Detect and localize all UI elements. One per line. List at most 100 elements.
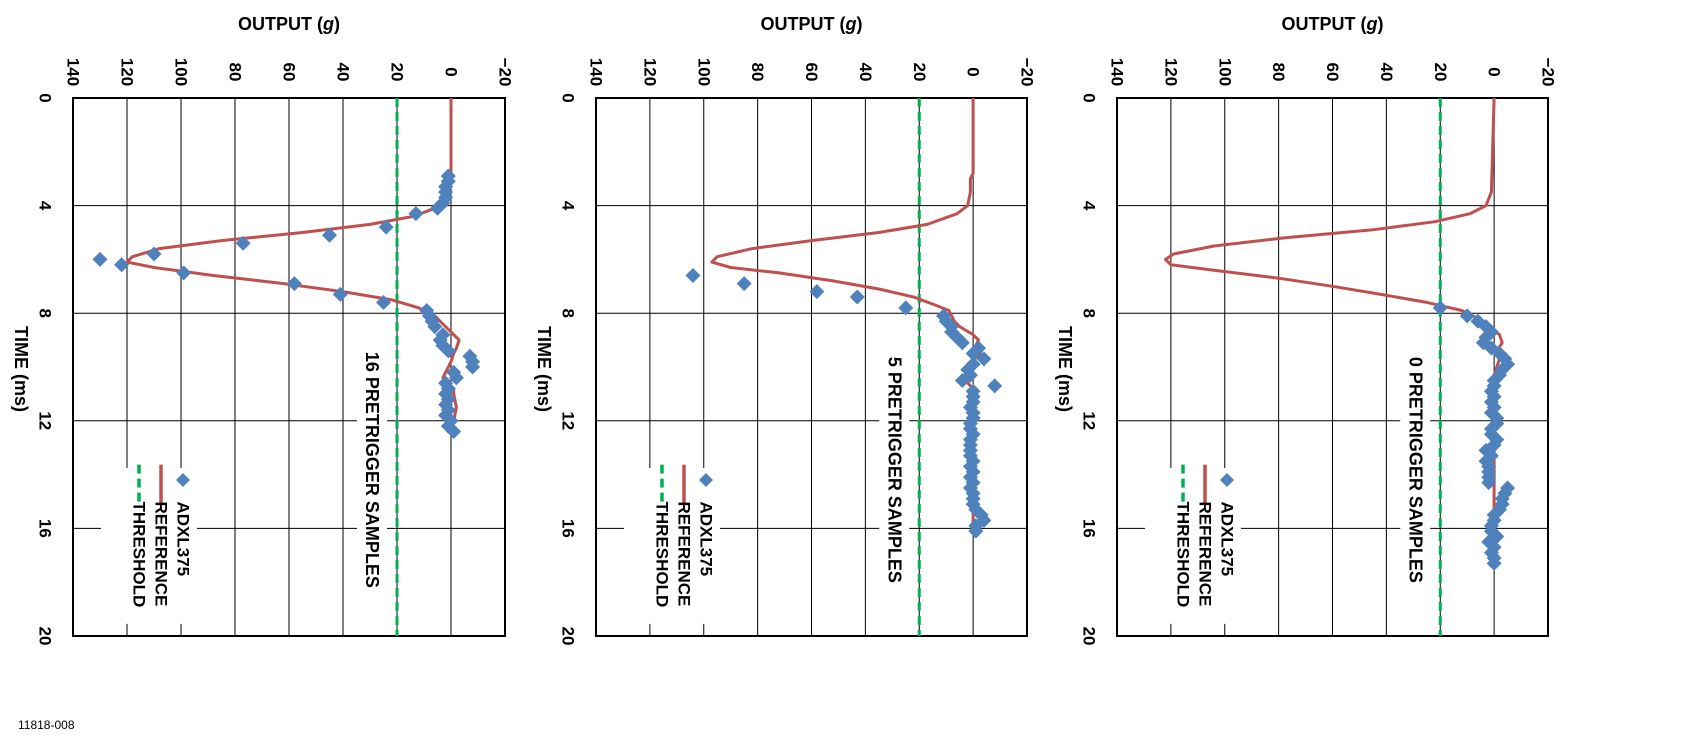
- plot-frame: [72, 97, 506, 637]
- adxl375-point: [849, 289, 865, 305]
- adxl375-point: [1459, 308, 1475, 324]
- time-tick-label: 20: [1080, 627, 1099, 646]
- adxl375-point: [376, 294, 391, 310]
- output-axis-title-close: ): [857, 14, 863, 34]
- output-axis-title-close: ): [334, 14, 340, 34]
- adxl375-point: [968, 523, 984, 539]
- adxl375-point: [1481, 475, 1497, 491]
- time-tick-label: 16: [559, 519, 578, 538]
- output-tick-label: 20: [1431, 63, 1450, 82]
- time-tick-label: 12: [36, 411, 55, 430]
- plot-frame: [1116, 97, 1549, 637]
- annotation-box: [879, 342, 910, 597]
- legend-label: THRESHOLD: [1174, 502, 1193, 608]
- legend-box: [624, 467, 720, 624]
- output-tick-label: 60: [1323, 63, 1342, 82]
- chart-panel-2: −20 0 20 40 60 80 100 120 140 0 4 8 12 16 20 OUTPUT (g)…: [534, 14, 1037, 645]
- time-tick-label: 8: [1080, 308, 1099, 317]
- legend-label: REFERENCE: [1196, 502, 1215, 607]
- time-tick-label: 8: [36, 308, 55, 317]
- time-tick-label: 4: [36, 201, 55, 211]
- output-axis-title-text: OUTPUT (: [238, 14, 323, 34]
- adxl375-point: [448, 370, 464, 386]
- legend-label: THRESHOLD: [653, 502, 672, 608]
- output-tick-label: −20: [1539, 58, 1558, 87]
- output-axis-title-unit: g: [322, 14, 334, 34]
- legend-label: ADXL375: [697, 502, 716, 577]
- adxl375-point: [430, 200, 445, 216]
- legend-adxl375-marker: [1220, 472, 1234, 487]
- time-tick-label: 12: [1080, 411, 1099, 430]
- time-tick-label: 12: [559, 411, 578, 430]
- adxl375-point: [1486, 555, 1502, 571]
- output-tick-label: 120: [1161, 58, 1180, 86]
- adxl375-point: [809, 284, 825, 300]
- adxl375-point: [378, 219, 394, 235]
- output-tick-label: 120: [640, 58, 659, 86]
- time-tick-label: 4: [1080, 201, 1099, 211]
- legend-adxl375-marker: [699, 472, 713, 487]
- adxl375-point: [146, 246, 162, 262]
- output-axis-title-close: ): [1378, 14, 1384, 34]
- adxl375-point: [427, 319, 443, 335]
- legend-box: [1145, 467, 1241, 624]
- adxl375-point: [114, 257, 130, 273]
- time-axis-title: TIME (ms): [534, 326, 554, 412]
- chart-panel-3: −20 0 20 40 60 80 100 120 140 0 4 8 12 16 20 OUTPUT (g)…: [11, 14, 515, 645]
- time-axis-title: TIME (ms): [1055, 326, 1075, 412]
- output-tick-label: 120: [118, 58, 137, 86]
- output-tick-label: 60: [280, 63, 299, 82]
- annotation-box: [1400, 342, 1431, 597]
- time-tick-label: 20: [559, 627, 578, 646]
- time-tick-label: 0: [559, 93, 578, 102]
- adxl375-point: [954, 335, 970, 351]
- pretrigger-annotation: 5 PRETRIGGER SAMPLES: [884, 357, 904, 583]
- adxl375-point: [332, 286, 348, 302]
- adxl375-point: [408, 206, 424, 222]
- adxl375-point: [976, 351, 992, 367]
- time-tick-label: 0: [36, 93, 55, 102]
- figure-id: 11818-008: [18, 718, 75, 732]
- time-tick-label: 16: [36, 519, 55, 538]
- legend-label: REFERENCE: [152, 502, 171, 607]
- output-axis-title: OUTPUT (g): [238, 14, 340, 34]
- adxl375-point: [736, 276, 752, 292]
- adxl375-point: [954, 372, 970, 388]
- adxl375-point: [440, 343, 456, 359]
- output-tick-label: 40: [1377, 63, 1396, 82]
- output-tick-label: 100: [1215, 58, 1234, 86]
- adxl375-point: [92, 251, 108, 267]
- adxl375-point: [898, 300, 914, 316]
- time-tick-label: 0: [1080, 93, 1099, 102]
- adxl375-point: [176, 265, 192, 281]
- adxl375-point: [987, 378, 1003, 394]
- output-tick-label: 100: [172, 58, 191, 86]
- output-tick-label: 60: [802, 63, 821, 82]
- time-tick-label: 8: [559, 308, 578, 317]
- legend-label: ADXL375: [1218, 502, 1237, 577]
- adxl375-point: [1432, 300, 1448, 316]
- output-tick-label: −20: [496, 58, 515, 87]
- output-tick-label: 140: [64, 58, 83, 86]
- adxl375-point: [286, 276, 302, 292]
- time-tick-label: 20: [36, 627, 55, 646]
- reference-curve: [125, 98, 461, 422]
- output-axis-title-unit: g: [1366, 14, 1378, 34]
- output-tick-label: 80: [1269, 63, 1288, 82]
- output-tick-label: 140: [587, 58, 606, 86]
- output-axis-title-unit: g: [845, 14, 857, 34]
- legend-label: THRESHOLD: [130, 502, 149, 608]
- adxl375-point: [465, 359, 481, 375]
- adxl375-point: [685, 268, 701, 284]
- output-tick-label: 80: [226, 63, 245, 82]
- output-axis-title-text: OUTPUT (: [761, 14, 846, 34]
- legend-label: ADXL375: [174, 502, 193, 577]
- time-tick-label: 4: [559, 201, 578, 211]
- output-tick-label: 40: [856, 63, 875, 82]
- output-tick-label: 20: [910, 63, 929, 82]
- time-axis-title: TIME (ms): [11, 326, 31, 412]
- time-tick-label: 16: [1080, 519, 1099, 538]
- output-tick-label: 0: [964, 67, 983, 76]
- pretrigger-annotation: 0 PRETRIGGER SAMPLES: [1405, 357, 1425, 583]
